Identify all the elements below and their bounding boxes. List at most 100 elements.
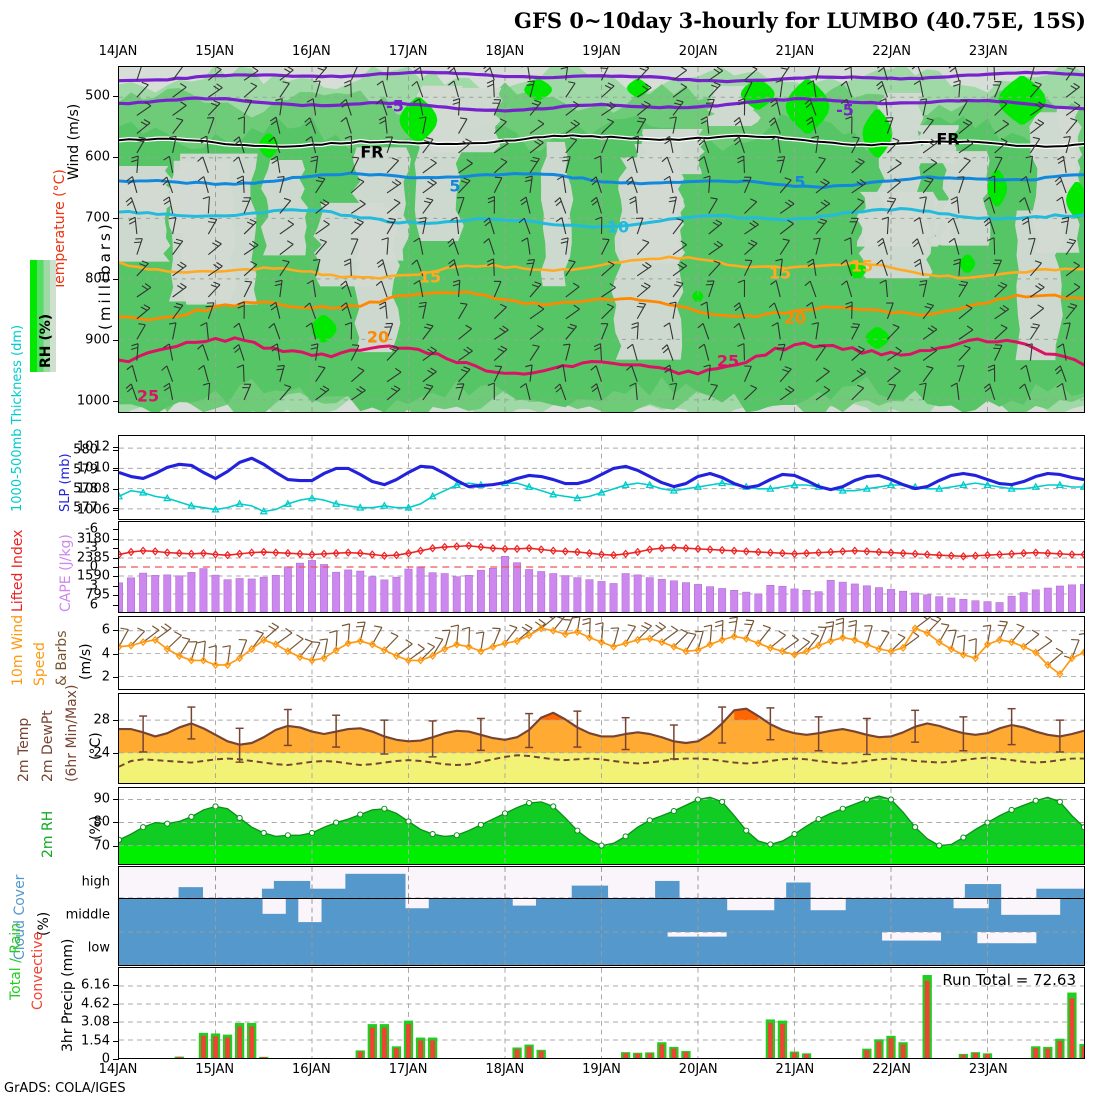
upper-air-plot — [119, 67, 1084, 412]
panel-li-cape[interactable] — [118, 521, 1085, 613]
x-axis-label: 18JAN — [485, 1062, 525, 1077]
x-axis-label: 15JAN — [195, 44, 235, 59]
y-tick-mark — [113, 218, 119, 220]
y-tick-mark — [113, 557, 119, 559]
contour-label: 20 — [366, 327, 390, 347]
y-tick-mark — [113, 798, 119, 800]
y-tick-label: 579 — [73, 462, 98, 478]
y-tick-mark — [113, 846, 119, 848]
y-tick-label: -3 — [85, 540, 98, 556]
y-tick-label: 1012 — [76, 439, 110, 455]
y-tick-label: 795 — [85, 587, 110, 603]
label-precip-axis: 3hr Precip (mm) — [60, 938, 76, 1052]
contour-label: -5 — [386, 96, 404, 116]
y-tick-mark — [113, 400, 119, 402]
y-tick-mark — [113, 653, 119, 655]
y-tick-mark — [113, 1040, 119, 1042]
y-tick-mark — [113, 469, 119, 471]
x-axis-label: 16JAN — [292, 1062, 331, 1077]
label-cape: CAPE (J/kg) — [58, 534, 74, 612]
y-tick-mark — [113, 1022, 119, 1024]
y-tick-mark — [113, 677, 119, 679]
y-tick-label: 6.16 — [81, 977, 110, 993]
label-thickness: 1000-500mb Thickness (dm) — [10, 324, 25, 512]
y-tick-label: 1010 — [76, 460, 110, 476]
contour-label: 25 — [136, 386, 160, 406]
y-tick-label: 28 — [93, 712, 110, 728]
contour-label: 5 — [449, 176, 461, 196]
y-tick-label: 1006 — [76, 502, 110, 518]
contour-label: 10 — [606, 217, 630, 237]
label-precip-convective: Convective — [30, 931, 46, 1010]
x-axis-label: 15JAN — [195, 1062, 235, 1077]
y-tick-mark — [113, 468, 119, 470]
y-tick-mark — [113, 985, 119, 987]
contour-label: 5 — [794, 172, 806, 192]
legend-rh-swatch — [30, 260, 56, 372]
panel-10m-wind[interactable] — [118, 616, 1085, 690]
label-minmax: (6hr Min/Max) — [64, 684, 80, 782]
y-tick-label: 3.08 — [81, 1014, 110, 1030]
y-tick-label: 24 — [93, 745, 110, 761]
x-axis-label: 16JAN — [292, 44, 331, 59]
precip-plot — [119, 968, 1084, 1058]
panel-cloud-mid-low[interactable] — [118, 898, 1085, 966]
panel-upper-air[interactable] — [118, 66, 1085, 413]
x-axis-label: 14JAN — [98, 1062, 138, 1077]
y-tick-mark — [113, 586, 119, 588]
x-axis-label: 20JAN — [678, 44, 718, 59]
contour-label: FR — [936, 129, 960, 149]
y-tick-label: 1000 — [76, 393, 110, 409]
y-tick-label: 500 — [85, 88, 110, 104]
panel-2m-temp[interactable] — [118, 693, 1085, 784]
y-tick-mark — [113, 96, 119, 98]
label-2m-rh: 2m RH — [40, 810, 56, 858]
label-slp: SLP (mb) — [58, 453, 73, 512]
label-wind-barbs: & Barbs — [54, 630, 70, 687]
y-tick-mark — [113, 339, 119, 341]
y-tick-mark — [113, 539, 119, 541]
y-tick-label: 0 — [101, 1051, 110, 1067]
x-axis-label: 17JAN — [388, 44, 428, 59]
credit-label: GrADS: COLA/IGES — [4, 1081, 126, 1096]
page-title: GFS 0~10day 3-hourly for LUMBO (40.75E, … — [514, 8, 1086, 33]
y-tick-mark — [113, 447, 119, 449]
x-axis-label: 22JAN — [872, 44, 911, 59]
y-tick-label: 80 — [93, 814, 110, 830]
y-tick-label: 577 — [73, 500, 98, 516]
contour-label: -5 — [836, 100, 854, 120]
run-total-label: Run Total = 72.63 — [942, 971, 1076, 989]
panel-thickness-slp[interactable] — [118, 435, 1085, 520]
y-tick-mark — [113, 547, 119, 549]
panel-precip[interactable]: Run Total = 72.63 — [118, 967, 1085, 1059]
panel-2m-rh[interactable] — [118, 787, 1085, 865]
y-tick-label: 800 — [85, 271, 110, 287]
y-tick-label: 580 — [73, 442, 98, 458]
label-rh-units: (%) — [88, 815, 104, 840]
y-tick-label: 900 — [85, 332, 110, 348]
y-tick-mark — [113, 488, 119, 490]
y-tick-label: -6 — [85, 521, 98, 537]
rh-plot — [119, 788, 1084, 864]
y-tick-label: 2 — [101, 669, 110, 685]
y-tick-label: 578 — [73, 481, 98, 497]
cloud-row-label: high — [81, 874, 110, 890]
y-tick-label: 4.62 — [81, 996, 110, 1012]
x-axis-label: 18JAN — [485, 44, 525, 59]
y-tick-mark — [113, 719, 119, 721]
label-precip-total: Total / Rain — [8, 922, 24, 1000]
y-tick-mark — [113, 567, 119, 568]
label-10m-wind: 10m Wind — [10, 614, 26, 686]
panel-cloud-high[interactable] — [118, 866, 1085, 898]
contour-label: 15 — [418, 267, 442, 287]
cloud-row-label: middle — [65, 907, 110, 923]
x-axis-label: 22JAN — [872, 1062, 911, 1077]
y-tick-label: 1008 — [76, 481, 110, 497]
y-tick-label: 1590 — [76, 568, 110, 584]
x-axis-label: 19JAN — [582, 1062, 621, 1077]
y-tick-mark — [113, 279, 119, 281]
temp-plot — [119, 694, 1084, 783]
contour-label: FR — [360, 142, 384, 162]
contour-label: 25 — [716, 351, 740, 371]
cloud-midlow-plot — [119, 899, 1084, 965]
